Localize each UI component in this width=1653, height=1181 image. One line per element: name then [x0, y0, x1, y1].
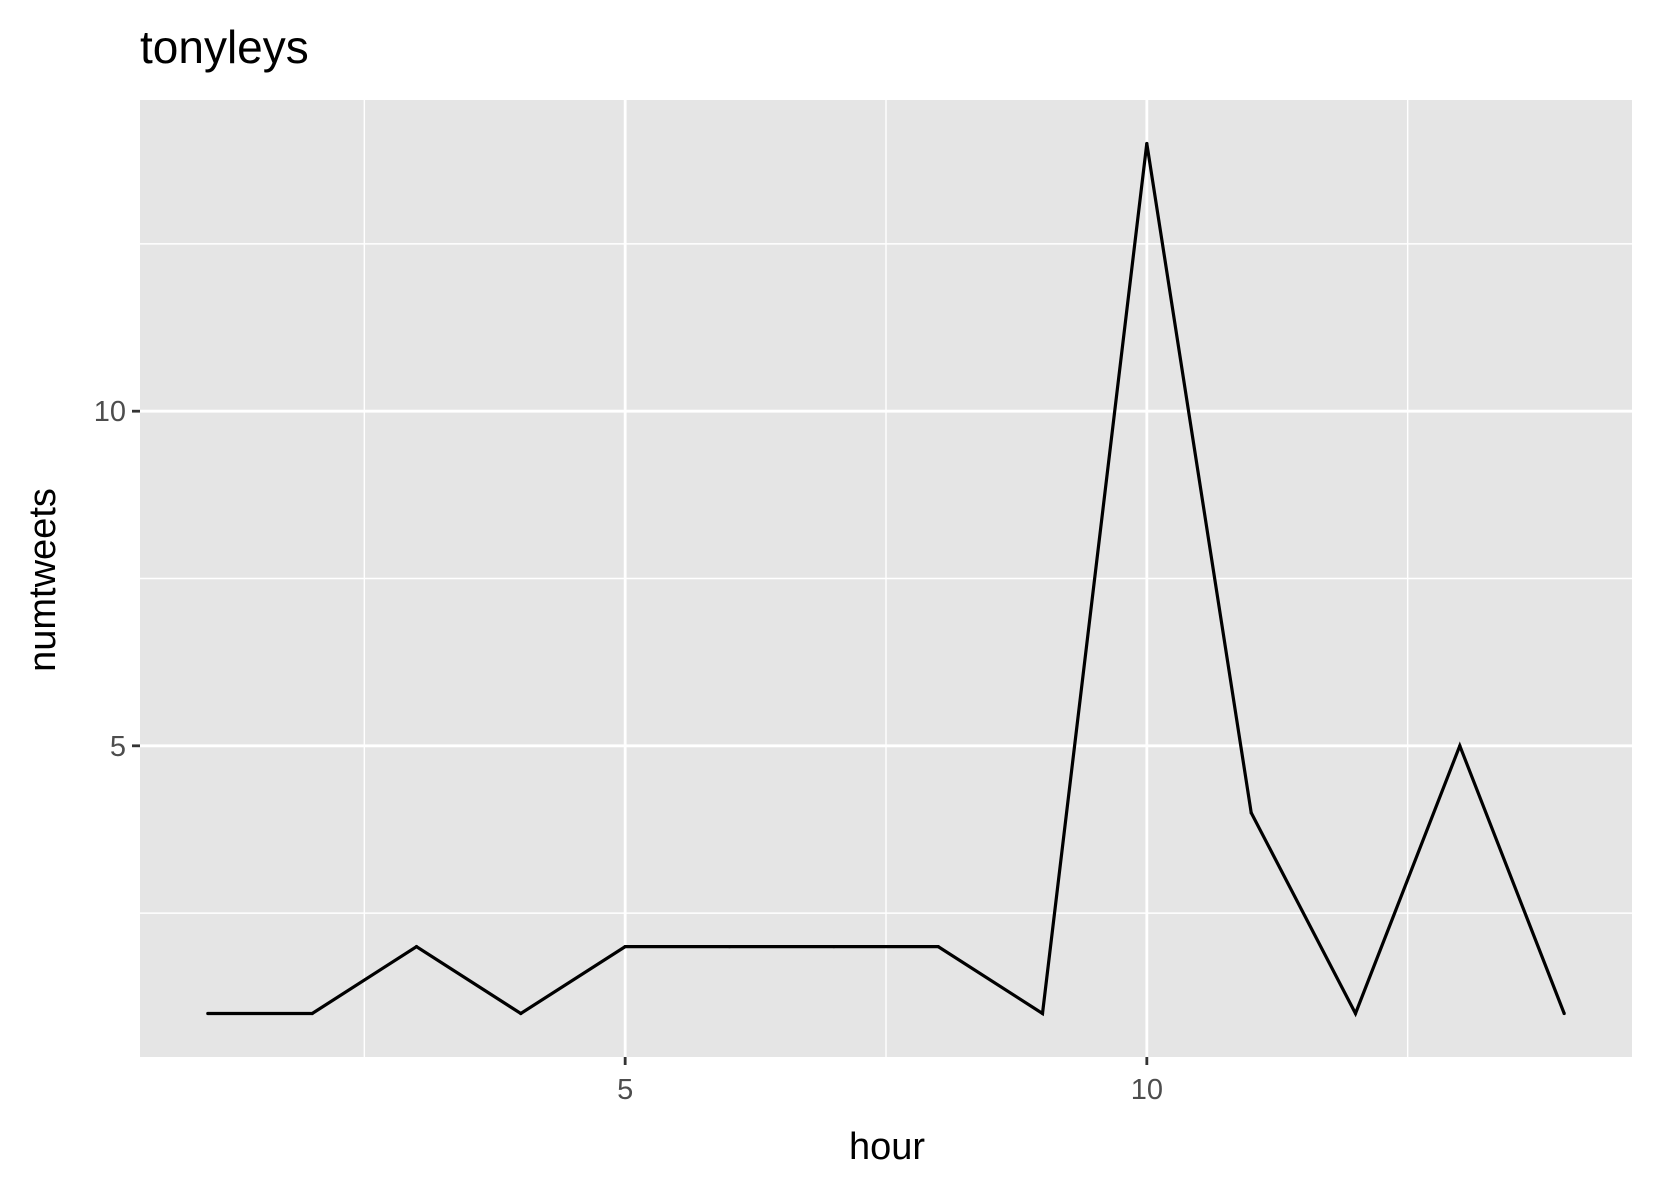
data-point [1562, 1011, 1566, 1016]
data-point [519, 1011, 523, 1016]
chart-title: tonyleys [140, 21, 309, 73]
data-point [206, 1011, 210, 1016]
data-point [832, 944, 836, 949]
x-tick-label: 10 [1131, 1074, 1163, 1106]
data-point [1458, 744, 1462, 748]
series-line [207, 143, 1566, 1018]
y-axis: 5 10 [94, 396, 140, 763]
data-point [727, 944, 732, 949]
x-axis-title: hour [849, 1126, 925, 1168]
x-axis: 5 10 [617, 1057, 1163, 1106]
data-point [1249, 811, 1253, 815]
x-tick-label: 5 [617, 1074, 633, 1106]
y-tick-label: 5 [110, 731, 126, 763]
y-tick-label: 10 [94, 396, 126, 428]
minor-gridlines [140, 100, 1632, 1057]
data-point [1040, 1011, 1045, 1016]
data-points [206, 141, 1566, 1016]
data-point [623, 944, 627, 949]
data-point [1353, 1011, 1358, 1016]
major-gridlines [140, 100, 1632, 1057]
data-point [936, 944, 940, 949]
data-point [310, 1011, 314, 1016]
y-axis-title: numtweets [22, 488, 64, 672]
data-point [1145, 141, 1149, 146]
data-point [414, 944, 419, 949]
